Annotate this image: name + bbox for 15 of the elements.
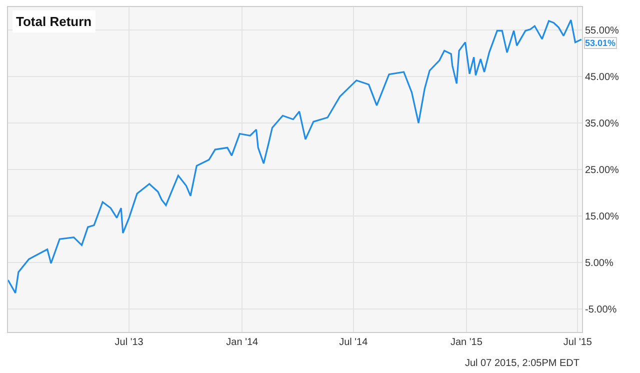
text: Total Return [16, 14, 92, 29]
y-tick-label: 25.00% [585, 165, 620, 176]
y-tick-label: 15.00% [585, 211, 620, 222]
x-tick-label: Jan '15 [450, 337, 483, 348]
y-tick-label: 5.00% [585, 258, 614, 269]
x-tick-label: Jan '14 [226, 337, 259, 348]
x-tick-label: Jul '14 [339, 337, 368, 348]
y-tick-label: 45.00% [585, 72, 620, 84]
x-tick-label: Jul '13 [114, 337, 144, 348]
y-tick-label: 35.00% [585, 118, 620, 130]
x-tick-label: Jul '15 [563, 337, 592, 348]
y-tick-label: -5.00% [585, 304, 617, 316]
data-label: 53.01% [585, 38, 616, 48]
y-tick-label: 55.00% [585, 26, 620, 37]
text: Jul 07 2015, 2:05PM EDT [465, 358, 580, 369]
